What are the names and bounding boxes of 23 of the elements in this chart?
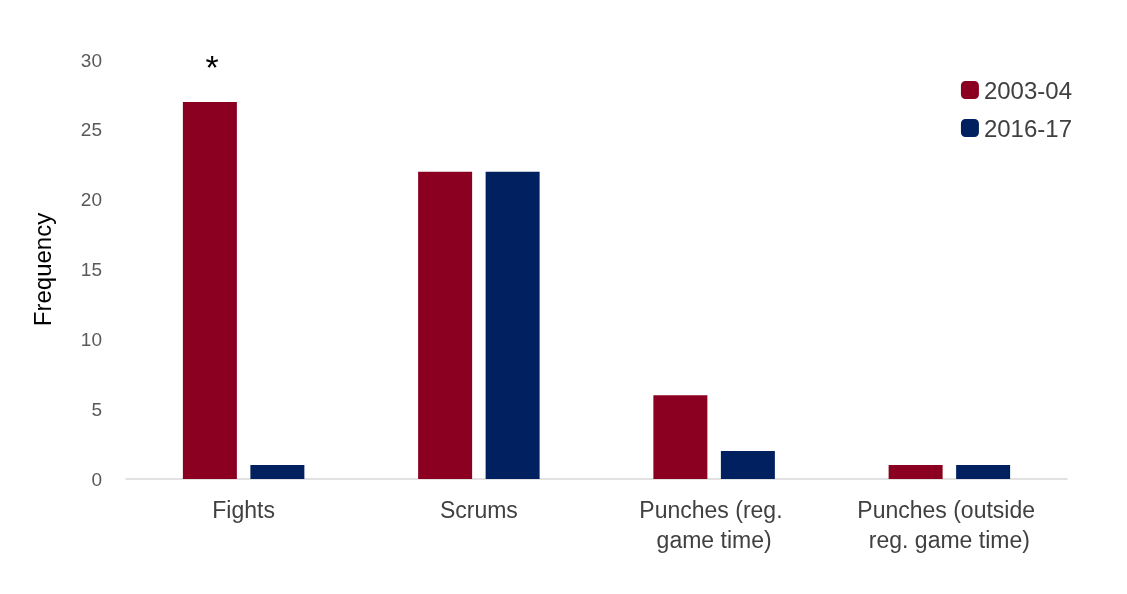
bar [418, 171, 473, 479]
bar [720, 451, 775, 479]
bar [182, 101, 237, 479]
x-tick-label: Fights [212, 497, 275, 523]
x-tick-label: Punches (reg. game time) [639, 497, 789, 553]
bar [250, 465, 305, 479]
bar [485, 171, 540, 479]
y-tick-label: 10 [80, 328, 102, 350]
legend-label: 2016-17 [983, 114, 1072, 142]
y-tick-label: 0 [91, 468, 102, 490]
y-tick-label: 25 [80, 119, 102, 141]
x-tick-label: Punches (outside reg. game time) [857, 497, 1042, 553]
y-axis-title: Frequency [28, 212, 56, 327]
bar [888, 465, 943, 479]
legend-label: 2003-04 [983, 76, 1072, 104]
annotation: * [205, 48, 219, 86]
x-tick-label: Scrums [439, 497, 518, 523]
y-tick-label: 5 [91, 398, 102, 420]
y-tick-label: 20 [80, 189, 102, 211]
y-tick-label: 15 [80, 259, 102, 280]
y-tick-label: 30 [80, 49, 102, 71]
bar [956, 465, 1011, 479]
bar [653, 395, 708, 479]
